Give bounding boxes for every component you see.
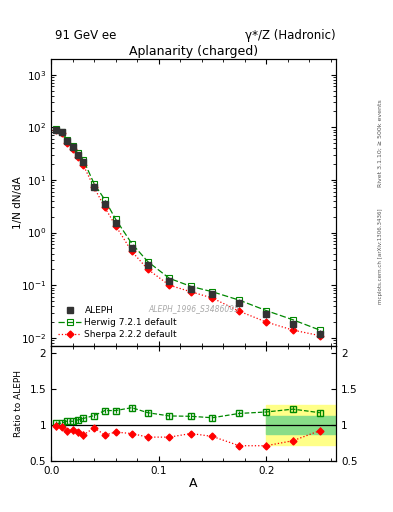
Bar (266, 405, 336, 445)
Y-axis label: 1/N dN/dA: 1/N dN/dA (13, 176, 23, 229)
Text: ALEPH_1996_S3486095: ALEPH_1996_S3486095 (148, 304, 239, 313)
Title: Aplanarity (charged): Aplanarity (charged) (129, 45, 258, 58)
X-axis label: A: A (189, 477, 198, 490)
Text: Rivet 3.1.10; ≥ 500k events: Rivet 3.1.10; ≥ 500k events (378, 99, 383, 187)
Y-axis label: Ratio to ALEPH: Ratio to ALEPH (14, 370, 23, 437)
Text: γ*/Z (Hadronic): γ*/Z (Hadronic) (245, 29, 336, 42)
Legend: ALEPH, Herwig 7.2.1 default, Sherpa 2.2.2 default: ALEPH, Herwig 7.2.1 default, Sherpa 2.2.… (55, 304, 180, 342)
Bar (266, 416, 336, 434)
Text: 91 GeV ee: 91 GeV ee (55, 29, 116, 42)
Text: mcplots.cern.ch [arXiv:1306.3436]: mcplots.cern.ch [arXiv:1306.3436] (378, 208, 383, 304)
